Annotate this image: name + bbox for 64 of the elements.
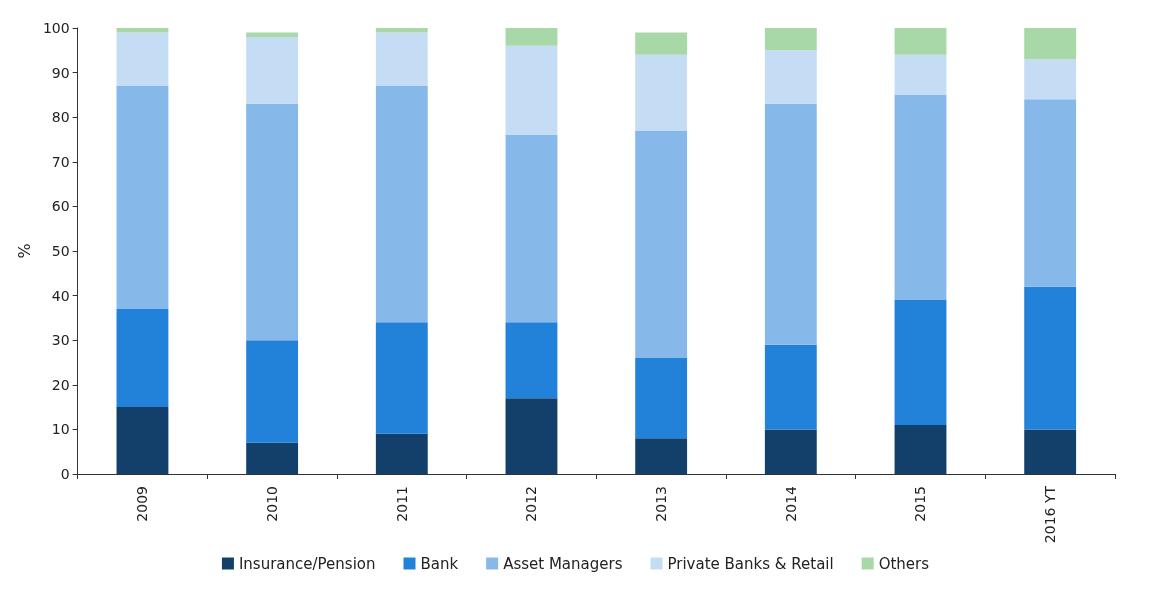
bar — [894, 28, 947, 55]
bar — [1024, 286, 1077, 430]
y-tick-label: 30 — [51, 332, 70, 349]
bar — [764, 429, 817, 474]
legend-label: Asset Managers — [503, 554, 623, 573]
bar — [246, 340, 299, 443]
bar — [894, 54, 947, 95]
bar — [635, 130, 688, 359]
x-tick-label: 2015 — [912, 486, 929, 522]
bar — [1024, 59, 1077, 100]
bar — [375, 28, 428, 33]
bar — [635, 438, 688, 474]
legend-label: Bank — [420, 554, 459, 573]
bar — [116, 407, 169, 474]
bar — [764, 103, 817, 345]
bar — [505, 322, 558, 399]
bar — [246, 103, 299, 341]
bar — [894, 424, 947, 474]
bar — [246, 442, 299, 474]
x-tick-label: 2016 YT — [1042, 485, 1059, 544]
legend-label: Insurance/Pension — [238, 554, 376, 573]
x-tick-label: 2009 — [134, 486, 151, 522]
legend-label: Others — [878, 554, 930, 573]
bar — [635, 54, 688, 131]
x-tick-label: 2013 — [653, 486, 670, 522]
bar — [375, 85, 428, 323]
bar — [116, 85, 169, 309]
y-tick-label: 80 — [51, 109, 70, 126]
y-tick-label: 90 — [51, 64, 70, 81]
y-tick-label: 10 — [51, 421, 70, 438]
x-tick-label: 2014 — [782, 485, 799, 522]
y-tick-label: 20 — [51, 376, 70, 393]
bar — [1024, 99, 1077, 287]
y-tick-label: 0 — [60, 466, 70, 482]
x-tick-label: 2012 — [523, 486, 540, 522]
bar — [375, 32, 428, 86]
bar — [635, 358, 688, 439]
bar — [246, 32, 299, 37]
bar — [505, 28, 558, 46]
y-tick-label: 70 — [51, 153, 70, 170]
y-tick-label: 40 — [51, 287, 70, 304]
bar — [635, 32, 688, 55]
bar — [505, 398, 558, 474]
y-tick-label: 60 — [51, 198, 70, 215]
bar — [894, 300, 947, 425]
x-tick-label: 2011 — [393, 486, 410, 522]
legend-label: Private Banks & Retail — [667, 554, 834, 573]
bar — [764, 50, 817, 104]
bar — [764, 28, 817, 51]
bar — [764, 344, 817, 430]
bar — [505, 135, 558, 323]
bar — [246, 36, 299, 104]
bar — [375, 322, 428, 434]
bar — [894, 94, 947, 301]
bar — [1024, 28, 1077, 60]
y-tick-label: 50 — [51, 243, 70, 259]
bar — [375, 433, 428, 474]
y-axis-title: % — [14, 243, 34, 259]
x-tick-label: 2010 — [264, 486, 281, 522]
bar — [116, 32, 169, 86]
bar — [505, 45, 558, 136]
bar — [1024, 429, 1077, 474]
bar — [116, 308, 169, 408]
y-tick-label: 100 — [42, 20, 70, 36]
